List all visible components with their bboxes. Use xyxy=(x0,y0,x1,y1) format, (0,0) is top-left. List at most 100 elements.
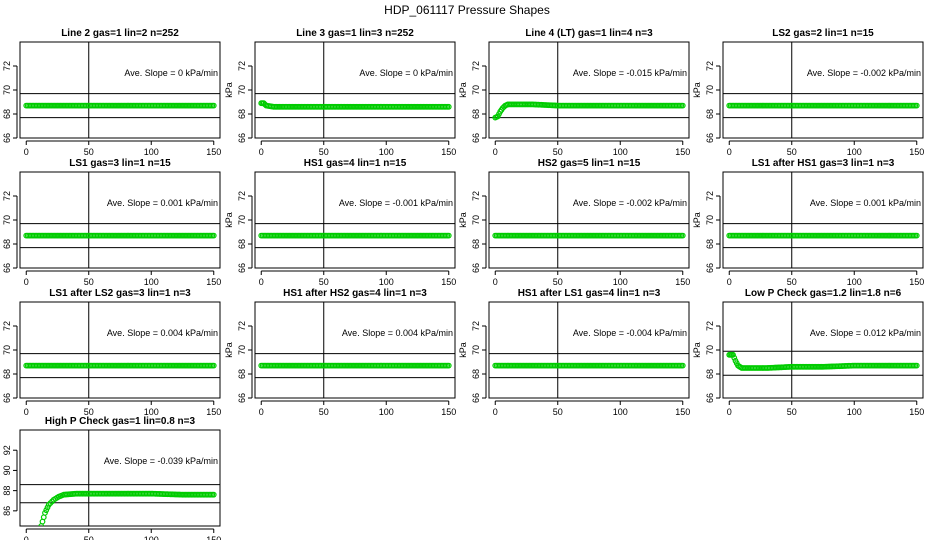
y-tick-label: 66 xyxy=(471,263,481,273)
data-point xyxy=(679,102,686,109)
x-tick-label: 150 xyxy=(441,277,456,287)
slope-annotation: Ave. Slope = 0 kPa/min xyxy=(359,68,453,78)
data-point xyxy=(679,362,686,369)
x-tick-label: 150 xyxy=(206,147,221,157)
x-tick-label: 150 xyxy=(206,535,221,540)
x-tick-label: 50 xyxy=(84,147,94,157)
x-tick-label: 100 xyxy=(144,535,159,540)
x-tick-label: 150 xyxy=(441,147,456,157)
y-tick-label: 72 xyxy=(471,191,481,201)
slope-annotation: Ave. Slope = 0.001 kPa/min xyxy=(107,198,218,208)
y-tick-label: 70 xyxy=(705,85,715,95)
y-tick-label: 68 xyxy=(471,239,481,249)
x-tick-label: 100 xyxy=(144,407,159,417)
x-axis: 0 50 100 150 xyxy=(727,400,924,417)
x-tick-label: 50 xyxy=(787,277,797,287)
slope-annotation: Ave. Slope = -0.001 kPa/min xyxy=(339,198,453,208)
slope-annotation: Ave. Slope = -0.015 kPa/min xyxy=(573,68,687,78)
chart-panel: HS1 gas=4 lin=1 n=15 0 50 100 150 66 68 70 72 kPa… xyxy=(224,158,456,287)
plot-frame xyxy=(19,171,221,269)
x-tick-label: 100 xyxy=(144,147,159,157)
x-tick-label: 50 xyxy=(553,277,563,287)
slope-annotation: Ave. Slope = 0 kPa/min xyxy=(124,68,218,78)
slope-annotation: Ave. Slope = 0.004 kPa/min xyxy=(107,328,218,338)
y-tick-label: 70 xyxy=(2,215,12,225)
chart-panel: High P Check gas=1 lin=0.8 n=3 0 50 100 150 8… xyxy=(2,416,221,540)
data-series xyxy=(23,102,217,109)
x-tick-label: 50 xyxy=(319,407,329,417)
x-tick-label: 0 xyxy=(727,277,732,287)
y-tick-label: 68 xyxy=(705,369,715,379)
x-tick-label: 100 xyxy=(613,277,628,287)
y-tick-label: 86 xyxy=(2,506,12,516)
y-axis-label: kPa xyxy=(458,212,468,228)
x-axis: 0 50 100 150 xyxy=(24,140,221,157)
data-point xyxy=(445,362,452,369)
chart-title: Low P Check gas=1.2 lin=1.8 n=6 xyxy=(745,288,902,299)
x-tick-label: 50 xyxy=(319,147,329,157)
x-tick-label: 100 xyxy=(379,147,394,157)
chart-panel: HS1 after HS2 gas=4 lin=1 n=3 0 50 100 150 66… xyxy=(224,288,456,417)
plot-frame xyxy=(488,301,690,399)
y-tick-label: 66 xyxy=(237,393,247,403)
data-point xyxy=(210,232,217,239)
chart-panel: Line 2 gas=1 lin=2 n=252 0 50 100 150 66 68 70 7… xyxy=(2,28,221,157)
y-axis-label: kPa xyxy=(692,342,702,358)
x-tick-label: 0 xyxy=(727,407,732,417)
data-series xyxy=(492,232,686,239)
y-tick-label: 90 xyxy=(2,465,12,475)
y-tick-label: 68 xyxy=(237,369,247,379)
y-tick-label: 68 xyxy=(2,369,12,379)
data-series xyxy=(726,102,920,109)
y-tick-label: 68 xyxy=(705,239,715,249)
y-tick-label: 70 xyxy=(237,215,247,225)
y-tick-label: 72 xyxy=(471,61,481,71)
x-tick-label: 50 xyxy=(553,407,563,417)
chart-title: LS1 after LS2 gas=3 lin=1 n=3 xyxy=(49,288,191,299)
x-axis: 0 50 100 150 xyxy=(24,400,221,417)
chart-panel: Line 3 gas=1 lin=3 n=252 0 50 100 150 66 68 70 7… xyxy=(224,28,456,157)
y-tick-label: 72 xyxy=(237,191,247,201)
y-axis-label: kPa xyxy=(224,212,234,228)
x-tick-label: 0 xyxy=(493,147,498,157)
x-tick-label: 150 xyxy=(909,147,924,157)
x-tick-label: 0 xyxy=(493,277,498,287)
plot-frame xyxy=(488,41,690,139)
plot-frame xyxy=(19,301,221,399)
y-axis-label: kPa xyxy=(458,82,468,98)
x-tick-label: 100 xyxy=(847,407,862,417)
data-point xyxy=(731,354,738,361)
x-tick-label: 50 xyxy=(84,535,94,540)
y-tick-label: 72 xyxy=(705,61,715,71)
chart-title: Line 3 gas=1 lin=3 n=252 xyxy=(296,28,414,39)
x-tick-label: 50 xyxy=(319,277,329,287)
y-tick-label: 68 xyxy=(237,109,247,119)
y-axis-label: kPa xyxy=(692,82,702,98)
slope-annotation: Ave. Slope = 0.004 kPa/min xyxy=(342,328,453,338)
y-tick-label: 70 xyxy=(705,345,715,355)
chart-title: HS2 gas=5 lin=1 n=15 xyxy=(538,158,641,169)
x-axis: 0 50 100 150 xyxy=(727,270,924,287)
chart-title: Line 4 (LT) gas=1 lin=4 n=3 xyxy=(525,28,653,39)
x-tick-label: 100 xyxy=(613,407,628,417)
x-axis: 0 50 100 150 xyxy=(493,270,690,287)
x-tick-label: 100 xyxy=(613,147,628,157)
chart-title: High P Check gas=1 lin=0.8 n=3 xyxy=(45,416,196,427)
y-tick-label: 70 xyxy=(237,85,247,95)
x-tick-label: 0 xyxy=(259,277,264,287)
y-tick-label: 70 xyxy=(2,345,12,355)
data-point xyxy=(210,491,217,498)
x-tick-label: 150 xyxy=(909,407,924,417)
y-tick-label: 66 xyxy=(2,393,12,403)
slope-annotation: Ave. Slope = 0.012 kPa/min xyxy=(810,328,921,338)
y-tick-label: 68 xyxy=(705,109,715,119)
data-series xyxy=(492,101,686,121)
